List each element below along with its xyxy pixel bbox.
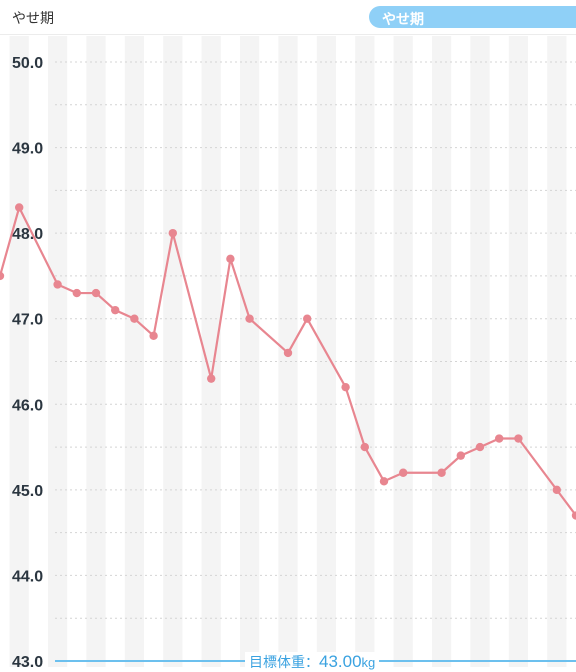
data-point	[226, 254, 235, 264]
background-stripe	[201, 36, 221, 667]
y-tick-label: 44.0	[12, 568, 43, 585]
data-point	[72, 288, 82, 298]
data-point	[303, 314, 312, 323]
data-point	[552, 485, 561, 495]
background-stripe	[86, 36, 106, 667]
background-stripe	[9, 36, 29, 667]
data-point	[379, 477, 389, 486]
y-tick-label: 45.0	[12, 483, 43, 500]
phase-pill[interactable]: やせ期	[369, 6, 576, 28]
background-stripe	[355, 36, 375, 667]
data-point	[399, 468, 408, 477]
y-tick-label: 48.0	[12, 226, 43, 243]
background-stripe	[124, 36, 144, 667]
data-point	[341, 382, 350, 392]
data-point	[111, 305, 120, 315]
data-point	[53, 280, 62, 289]
background-stripe	[393, 36, 413, 667]
data-point	[475, 442, 485, 452]
phase-header: やせ期 やせ期	[0, 0, 576, 35]
phase-pill-label: やせ期	[382, 11, 424, 27]
data-point	[437, 468, 446, 477]
data-point	[91, 288, 101, 298]
data-point	[15, 203, 24, 212]
y-tick-label: 47.0	[12, 312, 43, 329]
y-tick-label: 46.0	[12, 397, 43, 414]
data-point	[130, 314, 139, 323]
background-stripe	[470, 36, 490, 667]
y-tick-label: 49.0	[12, 141, 43, 158]
data-point	[207, 374, 216, 383]
goal-unit: kg	[361, 655, 376, 670]
data-point	[283, 348, 293, 358]
background-stripe	[240, 36, 260, 667]
goal-prefix: 目標体重：	[249, 654, 319, 670]
goal-weight-label: 目標体重：43.00kg	[245, 652, 380, 672]
data-point	[495, 434, 504, 443]
background-stripe	[163, 36, 183, 667]
data-point	[0, 271, 5, 281]
background-stripe	[48, 36, 68, 667]
phase-label: やせ期	[12, 10, 54, 26]
data-point	[571, 511, 576, 520]
background-stripe	[547, 36, 567, 667]
data-point	[245, 314, 254, 323]
goal-value: 43.00	[319, 652, 362, 671]
data-point	[514, 434, 523, 443]
background-stripe	[432, 36, 452, 667]
data-point	[360, 442, 369, 452]
data-point	[168, 228, 177, 238]
y-tick-label: 50.0	[12, 55, 43, 72]
y-tick-label: 43.0	[12, 654, 43, 667]
data-point	[149, 331, 158, 341]
background-stripe	[508, 36, 528, 667]
data-point	[456, 451, 465, 460]
